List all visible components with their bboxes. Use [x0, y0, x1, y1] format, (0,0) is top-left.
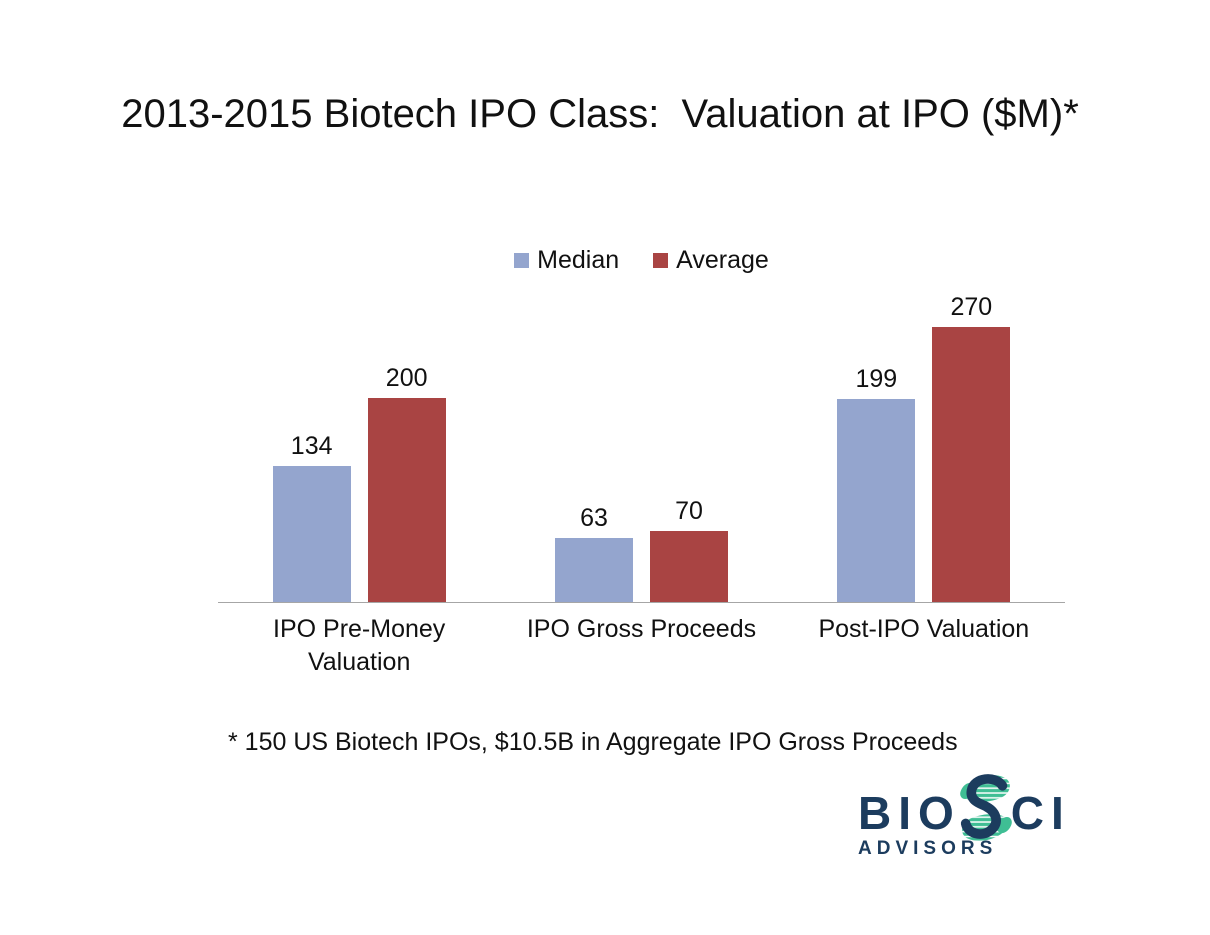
bar-median-3: 199: [837, 365, 916, 602]
bar-median-2: 63: [554, 504, 633, 602]
bar-group-1: 134 200: [218, 285, 500, 602]
average-swatch-icon: [653, 253, 669, 268]
data-label: 200: [385, 364, 428, 392]
bar: [367, 398, 446, 602]
category-label-1: IPO Pre-Money Valuation: [273, 615, 446, 676]
dna-helix-s-icon: [959, 774, 1012, 841]
logo-text-ci: CI: [1010, 787, 1071, 839]
legend-item-median: Median: [514, 246, 619, 275]
logo-wordmark: BIO CI: [858, 770, 1138, 846]
bar-group-2: 63 70: [500, 285, 782, 602]
bar-median-1: 134: [272, 432, 351, 602]
data-label: 134: [290, 432, 333, 460]
category-label-3: Post-IPO Valuation: [818, 615, 1030, 643]
bar-average-2: 70: [649, 497, 728, 602]
bar-chart-plot-area: 134 200 63 70 199 270: [218, 285, 1065, 603]
data-label: 63: [580, 504, 608, 532]
logo-subtext: ADVISORS: [858, 838, 998, 859]
biosci-logo: BIO CI ADVISORS: [858, 770, 1138, 860]
footnote: * 150 US Biotech IPOs, $10.5B in Aggrega…: [228, 728, 958, 756]
legend-label-median: Median: [537, 246, 620, 274]
legend-item-average: Average: [653, 246, 769, 275]
legend-label-average: Average: [676, 246, 769, 274]
bar: [272, 466, 351, 602]
data-label: 270: [950, 293, 993, 321]
median-swatch-icon: [514, 253, 530, 268]
bar: [837, 399, 916, 602]
bar-average-1: 200: [367, 364, 446, 602]
chart-legend: Median Average: [218, 246, 1065, 275]
data-label: 199: [855, 365, 898, 393]
bar-group-3: 199 270: [783, 285, 1065, 602]
bar: [554, 538, 633, 602]
chart-title: 2013-2015 Biotech IPO Class: Valuation a…: [121, 92, 1079, 136]
category-label-2: IPO Gross Proceeds: [526, 615, 757, 643]
bar-average-3: 270: [932, 293, 1011, 602]
bar: [649, 531, 728, 602]
bar: [932, 327, 1011, 602]
data-label: 70: [675, 497, 703, 525]
logo-text-bio: BIO: [858, 787, 961, 839]
category-axis-labels: IPO Pre-Money Valuation IPO Gross Proceed…: [218, 613, 1065, 678]
